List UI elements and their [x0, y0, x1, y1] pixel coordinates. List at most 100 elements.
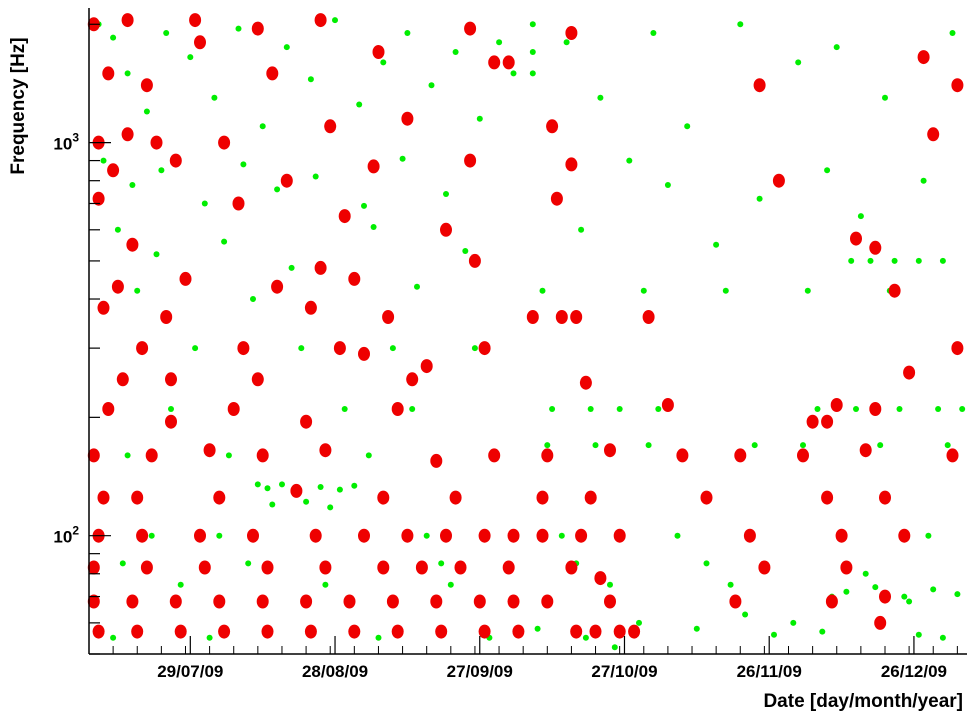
red-data-point: [300, 414, 313, 429]
x-axis-title: Date [day/month/year]: [763, 691, 963, 712]
green-data-point: [100, 157, 107, 164]
red-data-point: [734, 448, 747, 463]
red-data-point: [136, 341, 149, 356]
red-data-point: [507, 528, 520, 543]
red-data-point: [97, 300, 110, 315]
red-data-point: [420, 359, 433, 374]
red-data-point: [526, 310, 539, 324]
green-data-point: [872, 584, 879, 591]
red-data-point: [502, 55, 515, 70]
red-data-point: [131, 490, 144, 505]
red-data-point: [314, 13, 327, 28]
red-data-point: [227, 402, 240, 416]
green-data-point: [163, 30, 170, 36]
green-data-point: [245, 560, 252, 567]
red-data-point: [261, 560, 274, 575]
red-data-point: [401, 528, 414, 543]
red-data-point: [946, 448, 959, 463]
red-data-point: [87, 594, 100, 609]
red-data-point: [473, 594, 486, 609]
green-data-point: [607, 581, 613, 588]
red-data-point: [541, 594, 554, 609]
green-data-point: [616, 406, 623, 412]
red-data-point: [478, 528, 491, 543]
red-data-point: [256, 448, 269, 463]
red-data-point: [97, 490, 110, 505]
red-data-point: [536, 490, 549, 505]
green-data-point: [920, 177, 927, 184]
red-data-point: [575, 528, 588, 543]
green-data-point: [206, 634, 213, 641]
green-data-point: [225, 452, 232, 459]
green-data-point: [959, 406, 966, 412]
green-data-point: [269, 501, 276, 508]
red-data-point: [435, 624, 448, 639]
red-data-point: [406, 372, 419, 387]
green-data-point: [636, 619, 642, 626]
red-data-point: [324, 119, 337, 134]
red-data-point: [430, 453, 443, 468]
green-data-point: [611, 644, 618, 651]
red-data-point: [565, 26, 578, 40]
red-data-point: [951, 341, 964, 356]
green-data-point: [645, 442, 652, 449]
red-data-point: [333, 341, 346, 356]
red-data-point: [382, 310, 395, 324]
red-data-point: [613, 624, 626, 639]
red-data-point: [449, 490, 462, 505]
green-data-point: [409, 406, 416, 412]
green-data-point: [370, 224, 377, 230]
green-data-point: [814, 406, 821, 412]
red-data-point: [840, 560, 853, 575]
red-data-point: [140, 78, 153, 93]
green-data-point: [529, 70, 536, 77]
green-data-point: [365, 452, 372, 459]
red-data-point: [271, 279, 284, 294]
red-data-point: [213, 594, 226, 609]
green-data-point: [756, 195, 763, 202]
red-data-point: [111, 279, 124, 294]
green-data-point: [168, 406, 174, 412]
red-data-point: [165, 414, 177, 429]
green-data-point: [587, 406, 594, 412]
green-data-point: [259, 123, 266, 130]
red-data-point: [189, 13, 202, 28]
red-data-point: [869, 240, 882, 255]
red-data-point: [251, 21, 264, 36]
red-data-point: [218, 624, 231, 639]
red-data-point: [758, 560, 771, 575]
green-data-point: [119, 560, 126, 567]
green-data-point: [110, 34, 117, 41]
green-data-point: [414, 283, 420, 290]
green-data-point: [655, 406, 662, 412]
green-data-point: [877, 442, 884, 449]
green-data-point: [279, 481, 285, 488]
red-data-point: [488, 448, 501, 463]
red-data-point: [464, 21, 477, 36]
green-data-point: [307, 76, 314, 83]
green-data-point: [143, 108, 150, 115]
red-data-point: [145, 448, 158, 463]
red-data-point: [300, 594, 313, 609]
red-data-point: [391, 402, 404, 416]
green-data-point: [722, 287, 729, 294]
green-data-point: [129, 182, 136, 188]
green-data-point: [428, 82, 435, 89]
green-data-point: [737, 21, 744, 28]
red-data-point: [835, 528, 848, 543]
green-data-point: [240, 161, 247, 168]
red-data-point: [150, 135, 163, 150]
green-data-point: [471, 345, 478, 352]
data-points: [87, 13, 966, 651]
red-data-point: [367, 159, 380, 174]
green-data-point: [563, 39, 570, 46]
red-data-point: [165, 372, 177, 387]
green-data-point: [684, 123, 691, 130]
red-data-point: [415, 560, 428, 575]
x-tick-label: 26/12/09: [881, 662, 947, 681]
green-data-point: [891, 257, 898, 264]
green-data-point: [674, 532, 681, 539]
red-data-point: [430, 594, 443, 609]
red-data-point: [126, 594, 139, 609]
green-data-point: [341, 406, 348, 412]
